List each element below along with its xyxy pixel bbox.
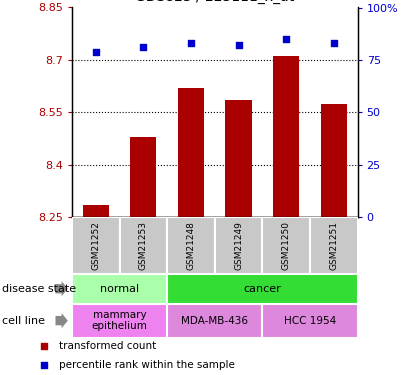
Point: [330, 40, 337, 46]
Bar: [72, 304, 167, 338]
Text: GSM21248: GSM21248: [187, 221, 196, 270]
Bar: [310, 217, 358, 274]
Bar: [83, 205, 109, 218]
Text: GSM21249: GSM21249: [234, 221, 243, 270]
Text: disease state: disease state: [2, 284, 76, 294]
Text: cancer: cancer: [243, 284, 281, 294]
Text: MDA-MB-436: MDA-MB-436: [181, 316, 248, 326]
Text: HCC 1954: HCC 1954: [284, 316, 336, 326]
Point: [188, 40, 194, 46]
Bar: [215, 217, 262, 274]
Point: [92, 49, 99, 55]
Title: GDS823 / 223111_x_at: GDS823 / 223111_x_at: [135, 0, 294, 4]
Point: [41, 362, 47, 368]
Bar: [178, 88, 204, 218]
Bar: [167, 217, 215, 274]
Bar: [167, 304, 262, 338]
Text: normal: normal: [100, 284, 139, 294]
Text: GSM21250: GSM21250: [282, 221, 291, 270]
Text: GSM21252: GSM21252: [91, 221, 100, 270]
Point: [140, 44, 147, 50]
Text: mammary
epithelium: mammary epithelium: [92, 310, 148, 332]
Text: GSM21253: GSM21253: [139, 221, 148, 270]
Bar: [72, 217, 120, 274]
Bar: [130, 137, 157, 218]
Point: [41, 343, 47, 349]
Bar: [167, 274, 358, 304]
Bar: [321, 104, 347, 218]
Bar: [120, 217, 167, 274]
Bar: [262, 304, 358, 338]
Text: percentile rank within the sample: percentile rank within the sample: [59, 360, 235, 370]
Text: cell line: cell line: [2, 316, 45, 326]
Bar: [262, 217, 310, 274]
Point: [235, 42, 242, 48]
Bar: [273, 57, 299, 217]
Text: GSM21251: GSM21251: [329, 221, 338, 270]
Bar: [72, 274, 167, 304]
Bar: [226, 100, 252, 218]
Point: [283, 36, 289, 42]
Text: transformed count: transformed count: [59, 341, 156, 351]
